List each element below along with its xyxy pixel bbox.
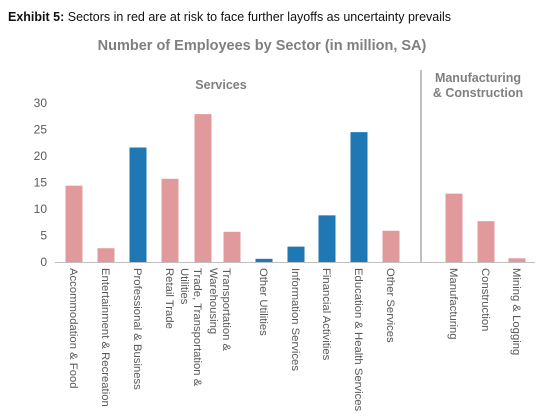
x-tick-label-line: Trade, Transportation &	[191, 268, 203, 387]
bar	[508, 258, 526, 262]
x-tick-label: Transportation &Warehousing	[207, 268, 232, 352]
bar	[97, 248, 115, 262]
y-tick-label: 5	[40, 229, 47, 243]
x-tick-label: Mining & Logging	[510, 268, 522, 355]
x-tick-label: Other Services	[384, 268, 396, 343]
x-tick-label-line: Information Services	[289, 268, 301, 371]
y-tick-label: 30	[34, 96, 48, 110]
group-label-manufacturing-line: & Construction	[433, 86, 523, 100]
exhibit-caption: Exhibit 5: Sectors in red are at risk to…	[8, 10, 451, 24]
group-label-services: Services	[195, 78, 246, 92]
exhibit-text: Sectors in red are at risk to face furth…	[67, 10, 452, 24]
chart-title: Number of Employees by Sector (in millio…	[98, 38, 427, 54]
x-tick-label: Information Services	[289, 268, 301, 371]
x-tick-label: Construction	[479, 268, 491, 331]
x-tick-label: Accommodation & Food	[67, 268, 79, 389]
bar	[129, 147, 147, 262]
x-tick-label: Retail Trade	[163, 268, 175, 329]
x-tick-label: Professional & Business	[131, 268, 143, 390]
bar	[382, 230, 400, 262]
x-tick-label-line: Warehousing	[207, 268, 219, 334]
x-tick-label: Education & Health Services	[352, 268, 364, 412]
x-tick-label-line: Education & Health Services	[352, 268, 364, 412]
x-tick-label-line: Retail Trade	[163, 268, 175, 329]
bar	[287, 246, 305, 262]
x-tick-label: Trade, Transportation &Utilities	[178, 268, 203, 387]
x-tick-label-line: Utilities	[178, 268, 190, 305]
x-tick-label: Manufacturing	[447, 268, 459, 340]
x-tick-label-line: Transportation &	[220, 268, 232, 352]
group-label-manufacturing-line: Manufacturing	[435, 71, 521, 85]
x-tick-label-line: Other Services	[384, 268, 396, 343]
y-tick-label: 15	[34, 176, 48, 190]
bar	[65, 185, 83, 262]
y-tick-label: 10	[34, 202, 48, 216]
bar	[318, 215, 336, 262]
bar	[223, 231, 241, 262]
bar	[161, 178, 179, 262]
x-tick-label-line: Mining & Logging	[510, 268, 522, 355]
bar	[477, 221, 495, 262]
x-tick-label: Financial Activities	[320, 268, 332, 361]
x-tick-label-line: Entertainment & Recreation	[99, 268, 111, 407]
x-tick-label-line: Financial Activities	[320, 268, 332, 361]
y-tick-label: 20	[34, 149, 48, 163]
x-tick-label-line: Manufacturing	[447, 268, 459, 340]
x-tick-label: Entertainment & Recreation	[99, 268, 111, 407]
x-tick-label-line: Construction	[479, 268, 491, 331]
y-tick-label: 25	[34, 123, 48, 137]
bar	[445, 193, 463, 262]
bar	[350, 132, 368, 262]
y-tick-label: 0	[40, 255, 47, 269]
x-tick-label: Other Utilities	[257, 268, 269, 336]
bar	[255, 258, 273, 262]
x-tick-label-line: Other Utilities	[257, 268, 269, 336]
x-tick-label-line: Professional & Business	[131, 268, 143, 390]
bar	[194, 114, 212, 262]
exhibit-label: Exhibit 5:	[8, 10, 65, 24]
x-tick-label-line: Accommodation & Food	[67, 268, 79, 389]
